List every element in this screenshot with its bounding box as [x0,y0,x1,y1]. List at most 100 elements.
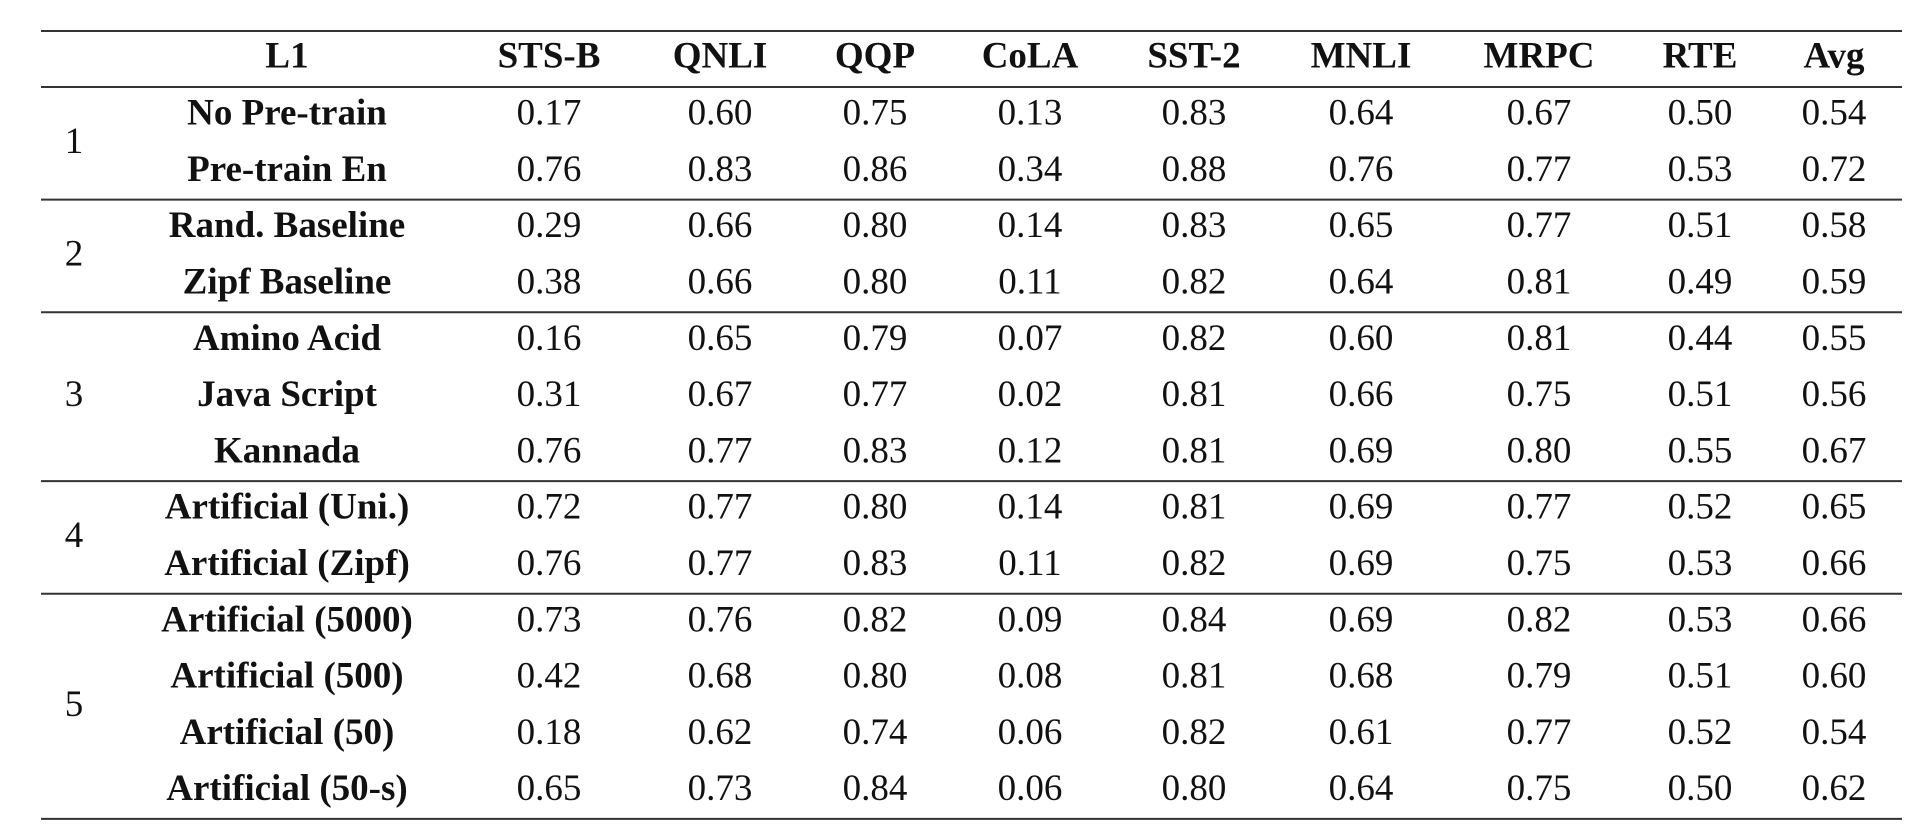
cell-value: 0.67 [1507,93,1572,134]
cell-value: 0.68 [1329,656,1394,697]
cell-value: 0.65 [1802,487,1867,528]
cell-value: 0.17 [517,93,582,134]
cell-value: 0.11 [998,543,1061,584]
cell-value: 0.69 [1329,599,1394,640]
column-header: Avg [1804,35,1865,76]
cell-value: 0.75 [1507,374,1572,415]
cell-value: 0.67 [1802,430,1867,471]
cell-value: 0.79 [1507,656,1572,697]
cell-value: 0.73 [688,768,753,809]
cell-value: 0.18 [517,712,582,753]
cell-value: 0.66 [1802,599,1867,640]
column-header: CoLA [982,35,1079,76]
cell-value: 0.66 [1329,374,1394,415]
cell-value: 0.02 [998,374,1063,415]
row-name: Java Script [197,374,378,415]
cell-value: 0.76 [517,543,582,584]
cell-value: 0.34 [998,149,1063,190]
group-label: 2 [65,233,84,274]
cell-value: 0.83 [843,430,908,471]
cell-value: 0.77 [1507,205,1572,246]
cell-value: 0.08 [998,656,1063,697]
cell-value: 0.83 [688,149,753,190]
cell-value: 0.84 [1162,599,1227,640]
cell-value: 0.11 [998,262,1061,303]
cell-value: 0.86 [843,149,908,190]
cell-value: 0.29 [517,205,582,246]
cell-value: 0.77 [1507,712,1572,753]
cell-value: 0.72 [517,487,582,528]
column-header: SST-2 [1147,35,1240,76]
cell-value: 0.75 [1507,543,1572,584]
cell-value: 0.49 [1668,262,1733,303]
row-name: Artificial (50-s) [166,768,407,809]
cell-value: 0.80 [843,656,908,697]
cell-value: 0.77 [688,487,753,528]
cell-value: 0.53 [1668,149,1733,190]
cell-value: 0.38 [517,262,582,303]
cell-value: 0.72 [1802,149,1867,190]
column-header: QQP [835,35,915,76]
cell-value: 0.81 [1507,318,1572,359]
column-header: L1 [265,35,308,76]
row-name: Artificial (500) [170,656,403,697]
cell-value: 0.60 [688,93,753,134]
cell-value: 0.52 [1668,487,1733,528]
cell-value: 0.80 [843,205,908,246]
row-name: Amino Acid [193,318,382,359]
cell-value: 0.50 [1668,93,1733,134]
cell-value: 0.77 [688,430,753,471]
cell-value: 0.56 [1802,374,1867,415]
cell-value: 0.76 [517,149,582,190]
column-header: RTE [1663,35,1738,76]
cell-value: 0.64 [1329,262,1394,303]
cell-value: 0.75 [843,93,908,134]
cell-value: 0.81 [1162,374,1227,415]
cell-value: 0.60 [1329,318,1394,359]
cell-value: 0.09 [998,599,1063,640]
cell-value: 0.83 [1162,93,1227,134]
column-header: STS-B [498,35,601,76]
row-name: Rand. Baseline [169,205,405,246]
cell-value: 0.81 [1507,262,1572,303]
cell-value: 0.50 [1668,768,1733,809]
cell-value: 0.76 [517,430,582,471]
cell-value: 0.66 [688,262,753,303]
cell-value: 0.65 [688,318,753,359]
cell-value: 0.76 [1329,149,1394,190]
cell-value: 0.67 [688,374,753,415]
cell-value: 0.81 [1162,656,1227,697]
column-header: MNLI [1311,35,1412,76]
cell-value: 0.13 [998,93,1063,134]
cell-value: 0.83 [843,543,908,584]
cell-value: 0.77 [843,374,908,415]
row-name: Kannada [214,430,360,471]
cell-value: 0.65 [1329,205,1394,246]
cell-value: 0.55 [1668,430,1733,471]
cell-value: 0.12 [998,430,1063,471]
cell-value: 0.06 [998,712,1063,753]
cell-value: 0.60 [1802,656,1867,697]
cell-value: 0.77 [1507,487,1572,528]
cell-value: 0.42 [517,656,582,697]
cell-value: 0.82 [1162,712,1227,753]
cell-value: 0.16 [517,318,582,359]
cell-value: 0.69 [1329,487,1394,528]
cell-value: 0.79 [843,318,908,359]
row-name: Artificial (5000) [161,599,413,640]
row-name: Artificial (50) [180,712,395,753]
cell-value: 0.73 [517,599,582,640]
cell-value: 0.07 [998,318,1063,359]
row-name: Artificial (Zipf) [164,543,410,584]
cell-value: 0.80 [1507,430,1572,471]
cell-value: 0.76 [688,599,753,640]
cell-value: 0.69 [1329,430,1394,471]
row-name: Pre-train En [187,149,387,190]
row-name: No Pre-train [187,93,387,134]
cell-value: 0.44 [1668,318,1733,359]
cell-value: 0.51 [1668,205,1733,246]
cell-value: 0.80 [1162,768,1227,809]
cell-value: 0.82 [1162,262,1227,303]
cell-value: 0.55 [1802,318,1867,359]
